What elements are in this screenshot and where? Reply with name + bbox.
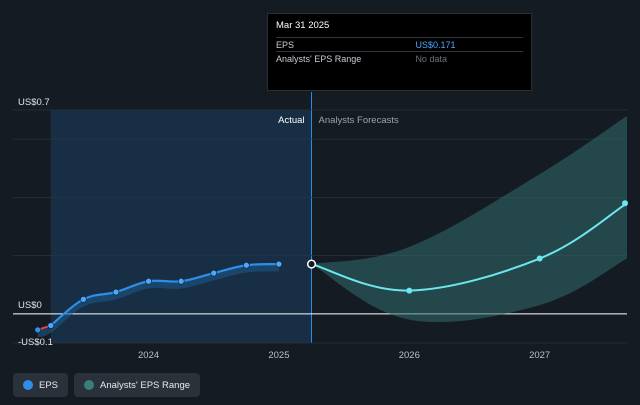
forecast-point[interactable] (622, 200, 628, 207)
x-tick-label: 2027 (529, 350, 550, 361)
tooltip-eps-label: EPS (276, 39, 295, 50)
forecast-point[interactable] (406, 287, 413, 294)
y-tick-label: -US$0.1 (18, 337, 53, 348)
legend-item-eps[interactable]: EPS (13, 373, 69, 397)
eps-point[interactable] (243, 261, 250, 269)
eps-swatch-icon (23, 380, 33, 390)
y-tick-label: US$0.7 (18, 97, 50, 108)
x-tick-label: 2024 (138, 350, 159, 361)
forecast-section-label: Analysts Forecasts (319, 115, 399, 126)
range-swatch-icon (84, 380, 95, 390)
eps-point[interactable] (112, 288, 120, 296)
eps-point[interactable] (210, 269, 218, 277)
legend-range-label: Analysts' EPS Range (100, 379, 191, 391)
x-tick-label: 2025 (268, 350, 289, 361)
tooltip-eps-value: US$0.171 (415, 39, 456, 50)
eps-point[interactable] (47, 322, 55, 329)
data-points (34, 200, 628, 334)
actual-period-highlight (50, 110, 312, 343)
eps-point[interactable] (34, 326, 42, 334)
tooltip-row-eps: EPS US$0.171 (276, 37, 523, 51)
chart-legend: EPS Analysts' EPS Range (13, 373, 201, 397)
x-tick-label: 2026 (399, 350, 420, 361)
tooltip-date: Mar 31 2025 (276, 20, 330, 31)
eps-point[interactable] (275, 260, 283, 268)
legend-eps-label: EPS (39, 379, 59, 391)
eps-point[interactable] (145, 277, 152, 285)
y-tick-label: US$0 (18, 300, 42, 311)
tooltip-row-range: Analysts' EPS Range No data (276, 51, 523, 65)
analysts-eps-range-band (311, 115, 627, 323)
legend-item-range[interactable]: Analysts' EPS Range (74, 373, 201, 397)
actual-section-label: Actual (278, 115, 304, 126)
eps-point[interactable] (177, 277, 185, 285)
y-axis-ticks: US$0.7 US$0 -US$0.1 (18, 97, 53, 348)
forecast-line (311, 202, 628, 292)
tooltip-range-value: No data (415, 53, 447, 64)
forecast-point[interactable] (536, 255, 543, 262)
hover-point[interactable] (306, 259, 317, 269)
tooltip-range-label: Analysts' EPS Range (276, 53, 362, 64)
hover-tooltip: Mar 31 2025 EPS US$0.171 Analysts' EPS R… (267, 13, 532, 91)
x-axis-ticks: 2024 2025 2026 2027 (138, 350, 550, 361)
eps-point[interactable] (80, 296, 87, 303)
